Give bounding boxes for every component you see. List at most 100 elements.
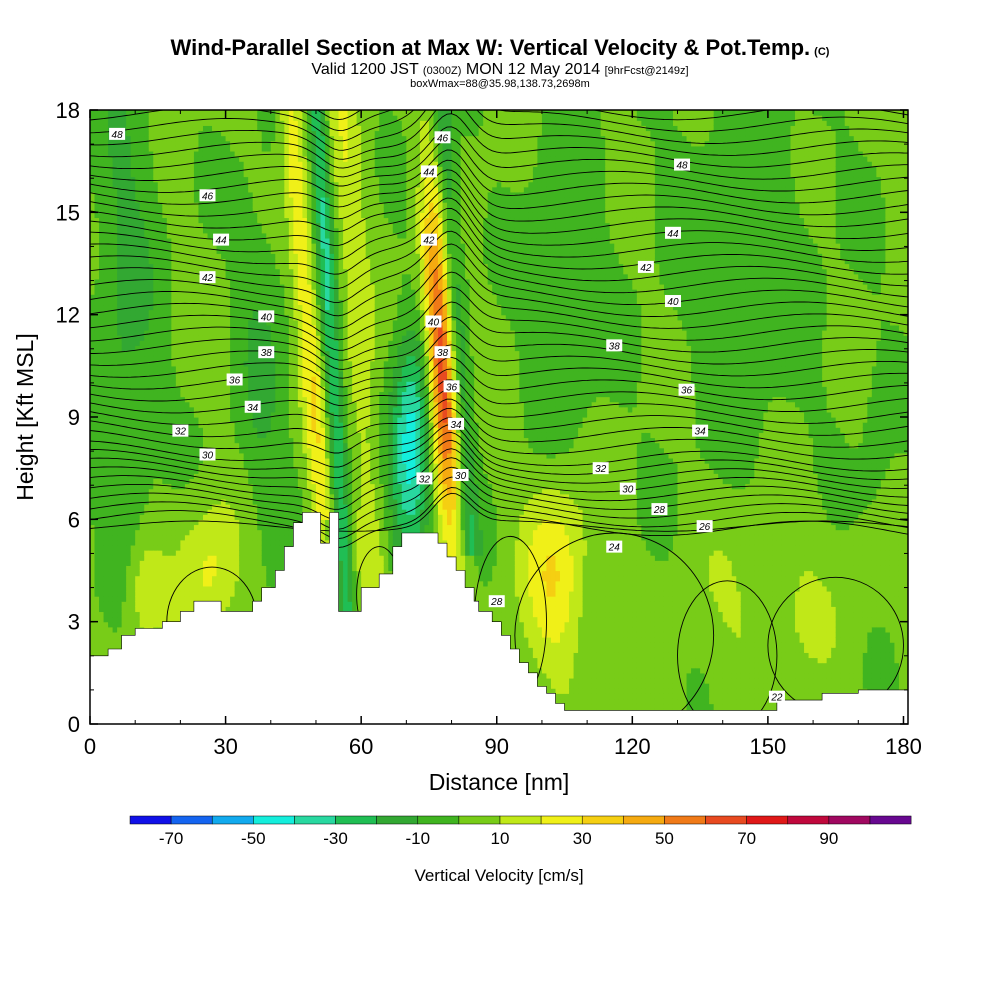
velocity-cell bbox=[157, 278, 163, 285]
velocity-cell bbox=[230, 309, 236, 316]
velocity-cell bbox=[184, 473, 191, 479]
velocity-cell bbox=[94, 478, 100, 485]
velocity-cell bbox=[171, 181, 177, 188]
velocity-cell bbox=[139, 135, 145, 142]
velocity-cell bbox=[275, 381, 281, 387]
velocity-cell bbox=[166, 330, 172, 336]
velocity-cell bbox=[94, 283, 100, 290]
velocity-cell bbox=[248, 391, 254, 398]
velocity-cell bbox=[202, 340, 209, 346]
velocity-cell bbox=[225, 227, 231, 234]
velocity-cell bbox=[193, 212, 200, 219]
velocity-cell bbox=[144, 616, 150, 623]
velocity-cell bbox=[144, 596, 150, 602]
velocity-cell bbox=[153, 534, 159, 541]
velocity-cell bbox=[207, 330, 213, 336]
velocity-cell bbox=[207, 263, 213, 270]
velocity-cell bbox=[243, 452, 249, 459]
velocity-cell bbox=[130, 350, 136, 357]
velocity-cell bbox=[90, 120, 96, 126]
velocity-cell bbox=[257, 268, 263, 275]
velocity-cell bbox=[144, 381, 150, 387]
velocity-cell bbox=[248, 304, 254, 311]
velocity-cell bbox=[112, 294, 118, 300]
velocity-cell bbox=[135, 411, 141, 418]
velocity-cell bbox=[207, 519, 213, 526]
velocity-cell bbox=[252, 232, 258, 239]
velocity-cell bbox=[135, 463, 141, 469]
velocity-cell bbox=[243, 253, 249, 259]
velocity-cell bbox=[117, 171, 123, 178]
velocity-cell bbox=[144, 611, 150, 618]
velocity-cell bbox=[202, 222, 209, 229]
velocity-cell bbox=[207, 309, 213, 316]
velocity-cell bbox=[257, 509, 263, 515]
velocity-cell bbox=[171, 560, 177, 566]
velocity-cell bbox=[189, 120, 195, 126]
velocity-cell bbox=[252, 258, 258, 265]
velocity-cell bbox=[266, 330, 272, 336]
velocity-cell bbox=[234, 447, 240, 454]
velocity-cell bbox=[139, 207, 145, 213]
velocity-cell bbox=[108, 309, 114, 316]
velocity-cell bbox=[126, 565, 132, 572]
velocity-cell bbox=[234, 401, 240, 408]
velocity-cell bbox=[198, 166, 204, 172]
velocity-cell bbox=[252, 263, 258, 270]
velocity-cell bbox=[207, 370, 213, 377]
velocity-cell bbox=[184, 483, 191, 490]
velocity-cell bbox=[103, 166, 109, 172]
velocity-cell bbox=[216, 278, 222, 285]
velocity-cell bbox=[153, 452, 159, 459]
velocity-cell bbox=[126, 135, 132, 142]
velocity-cell bbox=[166, 202, 172, 208]
velocity-cell bbox=[175, 468, 181, 474]
velocity-cell bbox=[121, 161, 127, 167]
velocity-cell bbox=[216, 335, 222, 341]
velocity-cell bbox=[90, 550, 96, 556]
velocity-cell bbox=[243, 411, 249, 418]
velocity-cell bbox=[148, 565, 154, 572]
velocity-cell bbox=[275, 534, 281, 541]
velocity-cell bbox=[212, 299, 218, 306]
velocity-cell bbox=[157, 196, 163, 203]
velocity-cell bbox=[144, 534, 150, 541]
velocity-cell bbox=[103, 580, 109, 587]
velocity-cell bbox=[112, 176, 118, 183]
velocity-cell bbox=[175, 555, 181, 561]
velocity-cell bbox=[130, 227, 136, 234]
velocity-cell bbox=[198, 427, 204, 433]
velocity-cell bbox=[216, 555, 222, 561]
velocity-cell bbox=[166, 268, 172, 275]
velocity-cell bbox=[261, 519, 267, 526]
velocity-cell bbox=[243, 299, 249, 306]
velocity-cell bbox=[202, 130, 209, 137]
velocity-cell bbox=[112, 631, 118, 638]
velocity-cell bbox=[180, 473, 186, 479]
velocity-cell bbox=[99, 534, 105, 541]
velocity-cell bbox=[162, 437, 168, 444]
velocity-cell bbox=[184, 125, 191, 132]
velocity-cell bbox=[144, 519, 150, 526]
velocity-cell bbox=[221, 370, 227, 377]
velocity-cell bbox=[117, 365, 123, 372]
velocity-cell bbox=[175, 529, 181, 536]
velocity-cell bbox=[130, 258, 136, 265]
velocity-cell bbox=[252, 217, 258, 224]
velocity-cell bbox=[126, 340, 132, 346]
velocity-cell bbox=[175, 514, 181, 520]
velocity-cell bbox=[117, 110, 123, 116]
velocity-cell bbox=[162, 601, 168, 607]
velocity-cell bbox=[202, 519, 209, 526]
velocity-cell bbox=[252, 386, 258, 393]
velocity-cell bbox=[139, 196, 145, 203]
velocity-cell bbox=[234, 243, 240, 249]
velocity-cell bbox=[90, 468, 96, 474]
velocity-cell bbox=[126, 544, 132, 551]
velocity-cell bbox=[257, 115, 263, 121]
velocity-cell bbox=[216, 263, 222, 270]
velocity-cell bbox=[103, 186, 109, 193]
velocity-cell bbox=[171, 110, 177, 116]
velocity-cell bbox=[193, 575, 200, 582]
velocity-cell bbox=[121, 120, 127, 126]
